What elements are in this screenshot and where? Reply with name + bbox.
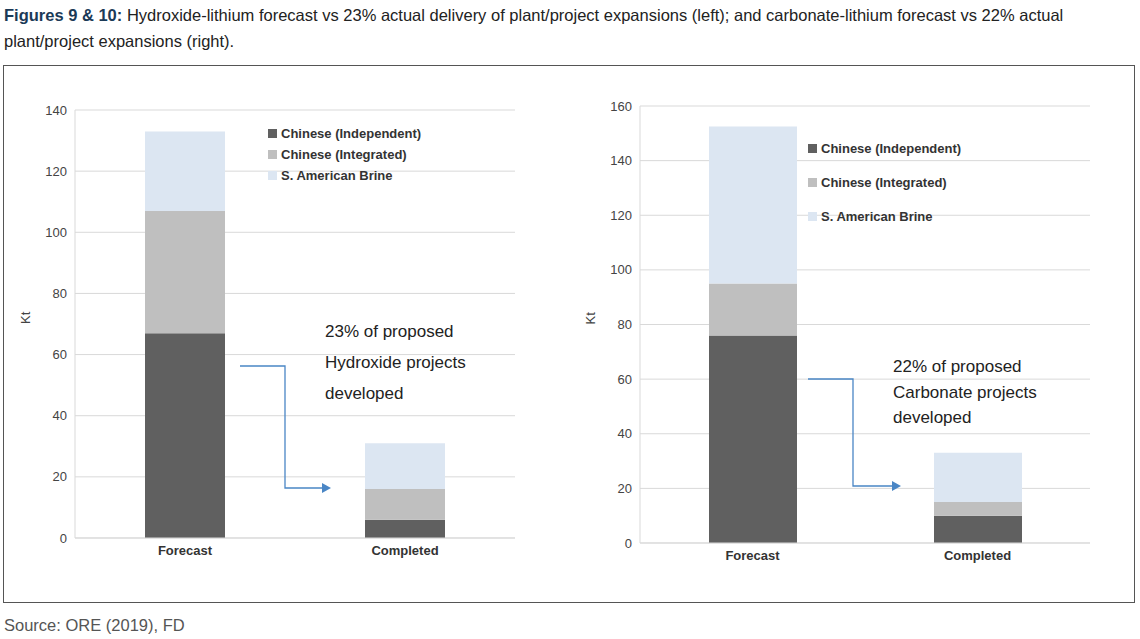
- svg-text:40: 40: [618, 426, 632, 441]
- svg-text:100: 100: [610, 262, 632, 277]
- svg-text:Forecast: Forecast: [725, 548, 780, 563]
- html-text:S. American Brine: S. American Brine: [821, 209, 933, 224]
- svg-text:Completed: Completed: [371, 543, 438, 558]
- svg-text:100: 100: [45, 225, 67, 240]
- svg-text:60: 60: [53, 347, 67, 362]
- svg-text:120: 120: [45, 164, 67, 179]
- svg-text:Completed: Completed: [944, 548, 1011, 563]
- html-text:Hydroxide projects: Hydroxide projects: [325, 353, 466, 372]
- html-text:S. American Brine: S. American Brine: [281, 168, 393, 183]
- html-text:23% of proposed: 23% of proposed: [325, 322, 454, 341]
- html-text:developed: developed: [325, 384, 404, 403]
- svg-text:Kt: Kt: [18, 311, 33, 324]
- svg-text:140: 140: [610, 153, 632, 168]
- html-text:Chinese (Integrated): Chinese (Integrated): [281, 147, 407, 162]
- html-text:Chinese (Independent): Chinese (Independent): [281, 126, 422, 141]
- svg-text:20: 20: [53, 469, 67, 484]
- svg-text:80: 80: [618, 317, 632, 332]
- svg-text:Kt: Kt: [583, 312, 598, 325]
- html-text:Source: ORE (2019), FD: Source: ORE (2019), FD: [4, 616, 185, 634]
- html-text:Figures 9 & 10: Hydroxide-lith: Figures 9 & 10: Hydroxide-lithium foreca…: [4, 6, 1064, 50]
- svg-text:120: 120: [610, 208, 632, 223]
- svg-text:0: 0: [625, 536, 632, 551]
- svg-text:40: 40: [53, 408, 67, 423]
- svg-text:140: 140: [45, 103, 67, 118]
- html-text:Chinese (Integrated): Chinese (Integrated): [821, 175, 947, 190]
- html-text:developed: developed: [893, 408, 972, 427]
- svg-text:0: 0: [60, 531, 67, 546]
- html-text:Carbonate projects: Carbonate projects: [893, 382, 1037, 402]
- html-text:Chinese (Independent): Chinese (Independent): [821, 141, 962, 156]
- svg-text:20: 20: [618, 481, 632, 496]
- svg-text:60: 60: [618, 372, 632, 387]
- svg-text:Forecast: Forecast: [158, 543, 213, 558]
- svg-text:80: 80: [53, 286, 67, 301]
- html-text:22% of proposed: 22% of proposed: [893, 357, 1022, 376]
- svg-text:160: 160: [610, 99, 632, 114]
